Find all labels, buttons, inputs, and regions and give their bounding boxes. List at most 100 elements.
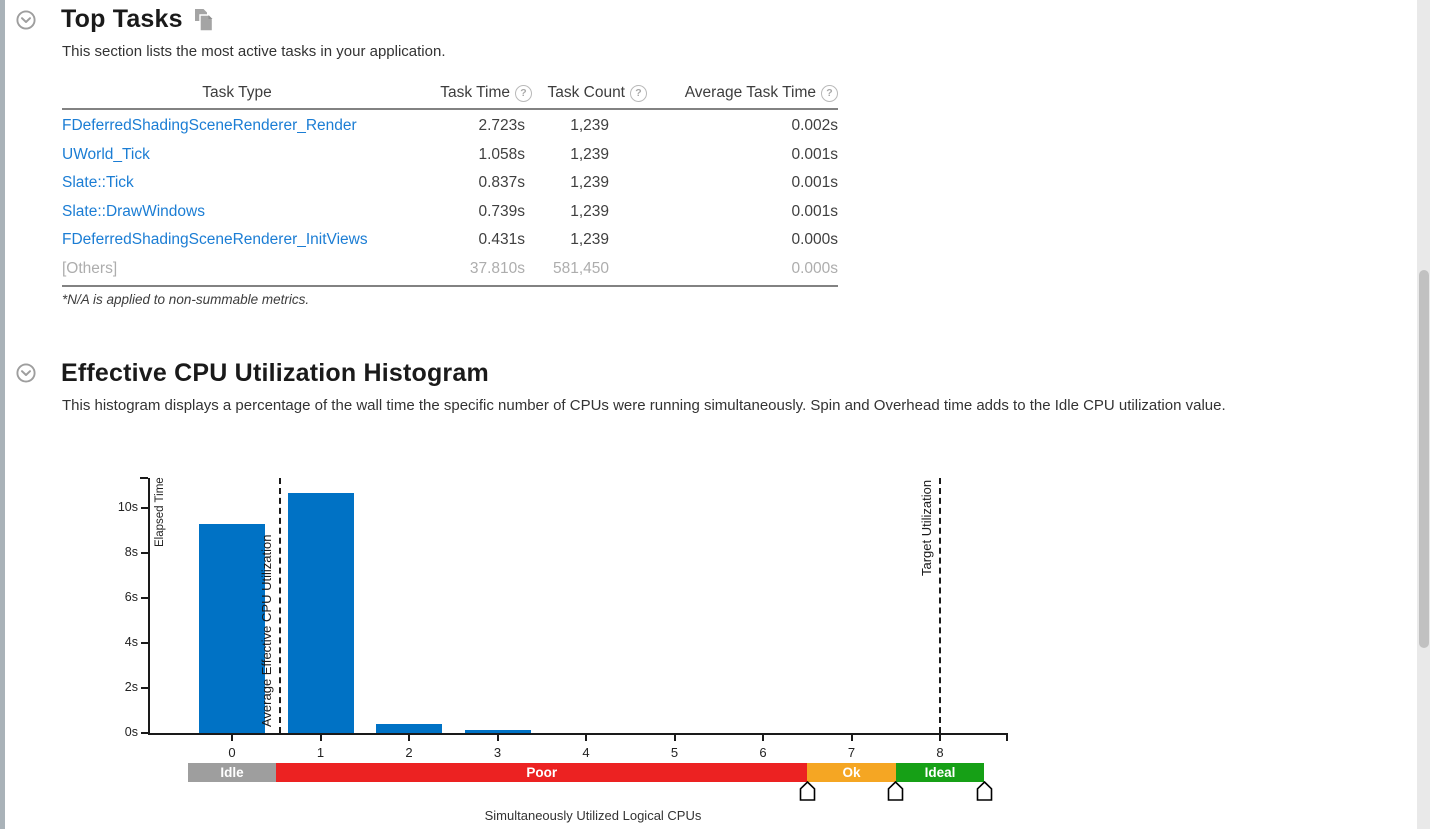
annotation-dashed-line [939, 478, 941, 733]
table-header-rule [62, 108, 838, 110]
task-time-cell: 37.810s [469, 259, 525, 277]
task-time-cell: 0.431s [478, 231, 525, 249]
task-count-cell: 1,239 [570, 174, 609, 192]
chevron-down-circle-icon [16, 363, 36, 383]
column-header-task-type: Task Type [202, 84, 272, 101]
y-tick-mark [141, 552, 148, 554]
table-row-others: [Others] 37.810s 581,450 0.000s [62, 255, 838, 284]
left-panel-edge [0, 0, 5, 829]
histogram-bar [199, 524, 265, 733]
na-footnote: *N/A is applied to non-summable metrics. [62, 292, 310, 307]
annotation-dashed-line [278, 478, 281, 733]
utilization-band-poor: Poor [276, 763, 808, 782]
avg-task-time-cell: 0.000s [791, 259, 838, 277]
copy-icon[interactable] [193, 8, 214, 32]
utilization-slider-handle[interactable] [976, 780, 993, 801]
x-axis-end-tick [1006, 735, 1008, 741]
task-time-cell: 1.058s [478, 145, 525, 163]
utilization-band-ideal: Ideal [895, 763, 985, 782]
task-link[interactable]: FDeferredShadingSceneRenderer_InitViews [62, 231, 368, 249]
top-tasks-table-body: FDeferredShadingSceneRenderer_Render 2.7… [62, 112, 838, 283]
others-label: [Others] [62, 259, 118, 277]
utilization-slider-handle[interactable] [799, 780, 816, 801]
y-tick-mark [141, 507, 148, 509]
x-axis-line [148, 733, 1008, 735]
x-tick-label: 5 [670, 745, 679, 760]
avg-task-time-cell: 0.001s [791, 202, 838, 220]
x-tick-label: 0 [228, 745, 236, 760]
top-tasks-table-header: Task Type Task Time ? Task Count ? Avera… [62, 80, 838, 106]
top-tasks-table: Task Type Task Time ? Task Count ? Avera… [62, 80, 838, 287]
y-tick-label: 8s [124, 545, 138, 559]
y-tick-label: 10s [117, 500, 138, 514]
help-icon[interactable]: ? [515, 84, 532, 102]
task-link[interactable]: UWorld_Tick [62, 145, 150, 163]
utilization-band-idle: Idle [187, 763, 277, 782]
task-count-cell: 1,239 [570, 231, 609, 249]
x-tick-mark [762, 735, 764, 741]
table-bottom-rule [62, 285, 838, 287]
avg-task-time-cell: 0.001s [791, 145, 838, 163]
x-tick-label: 4 [582, 745, 590, 760]
column-header-average-task-time: Average Task Time ? [647, 84, 838, 102]
y-axis-title: Elapsed Time [154, 477, 166, 547]
y-tick-label: 2s [124, 680, 138, 694]
top-tasks-description: This section lists the most active tasks… [62, 43, 446, 60]
y-tick-mark [141, 687, 148, 689]
task-time-cell: 0.837s [478, 174, 525, 192]
histogram-bar [287, 493, 354, 733]
x-tick-label: 1 [316, 745, 325, 760]
x-tick-label: 2 [405, 745, 413, 760]
task-count-cell: 1,239 [570, 117, 609, 135]
task-time-cell: 2.723s [478, 117, 525, 135]
y-axis-line [148, 478, 150, 735]
table-row: FDeferredShadingSceneRenderer_InitViews … [62, 226, 838, 255]
x-tick-mark [319, 735, 322, 741]
histogram-bar [464, 730, 531, 733]
utilization-slider-handle[interactable] [887, 780, 904, 801]
avg-task-time-cell: 0.002s [791, 117, 838, 135]
y-tick-mark [141, 642, 148, 644]
table-row: UWorld_Tick 1.058s 1,239 0.001s [62, 141, 838, 170]
avg-task-time-cell: 0.000s [791, 231, 838, 249]
column-header-task-count: Task Count ? [532, 84, 647, 102]
task-link[interactable]: FDeferredShadingSceneRenderer_Render [62, 117, 357, 135]
task-count-cell: 1,239 [570, 202, 609, 220]
x-tick-mark [496, 735, 499, 741]
histogram-title: Effective CPU Utilization Histogram [61, 359, 489, 387]
x-axis-title: Simultaneously Utilized Logical CPUs [484, 808, 702, 823]
top-tasks-title-row: Top Tasks [61, 5, 214, 34]
y-tick-mark [141, 732, 148, 734]
histogram-bar [376, 724, 442, 733]
table-row: Slate::Tick 0.837s 1,239 0.001s [62, 169, 838, 198]
x-tick-mark [850, 735, 853, 741]
y-tick-label: 0s [124, 725, 138, 739]
avg-task-time-cell: 0.001s [791, 174, 838, 192]
x-tick-label: 3 [493, 745, 502, 760]
task-link[interactable]: Slate::DrawWindows [62, 202, 205, 220]
annotation-label: Average Effective CPU Utilization [258, 534, 274, 727]
chevron-down-circle-icon [16, 10, 36, 30]
scrollbar-thumb[interactable] [1419, 270, 1429, 648]
task-count-cell: 581,450 [552, 259, 609, 277]
help-icon[interactable]: ? [821, 84, 838, 102]
histogram-collapse-button[interactable] [16, 363, 36, 388]
task-link[interactable]: Slate::Tick [62, 174, 134, 192]
top-tasks-collapse-button[interactable] [16, 10, 36, 35]
help-icon[interactable]: ? [630, 84, 647, 102]
x-tick-mark [673, 735, 676, 741]
y-tick-label: 4s [124, 635, 138, 649]
y-tick-mark [141, 597, 148, 599]
utilization-band-ok: Ok [807, 763, 896, 782]
x-tick-mark [939, 735, 941, 741]
x-tick-label: 8 [936, 745, 944, 760]
column-header-task-time: Task Time ? [412, 84, 532, 102]
x-tick-mark [408, 735, 410, 741]
x-tick-label: 6 [759, 745, 767, 760]
table-row: Slate::DrawWindows 0.739s 1,239 0.001s [62, 198, 838, 227]
annotation-label: Target Utilization [919, 479, 934, 576]
x-tick-mark [231, 735, 233, 741]
task-time-cell: 0.739s [478, 202, 525, 220]
histogram-description: This histogram displays a percentage of … [62, 397, 1226, 414]
